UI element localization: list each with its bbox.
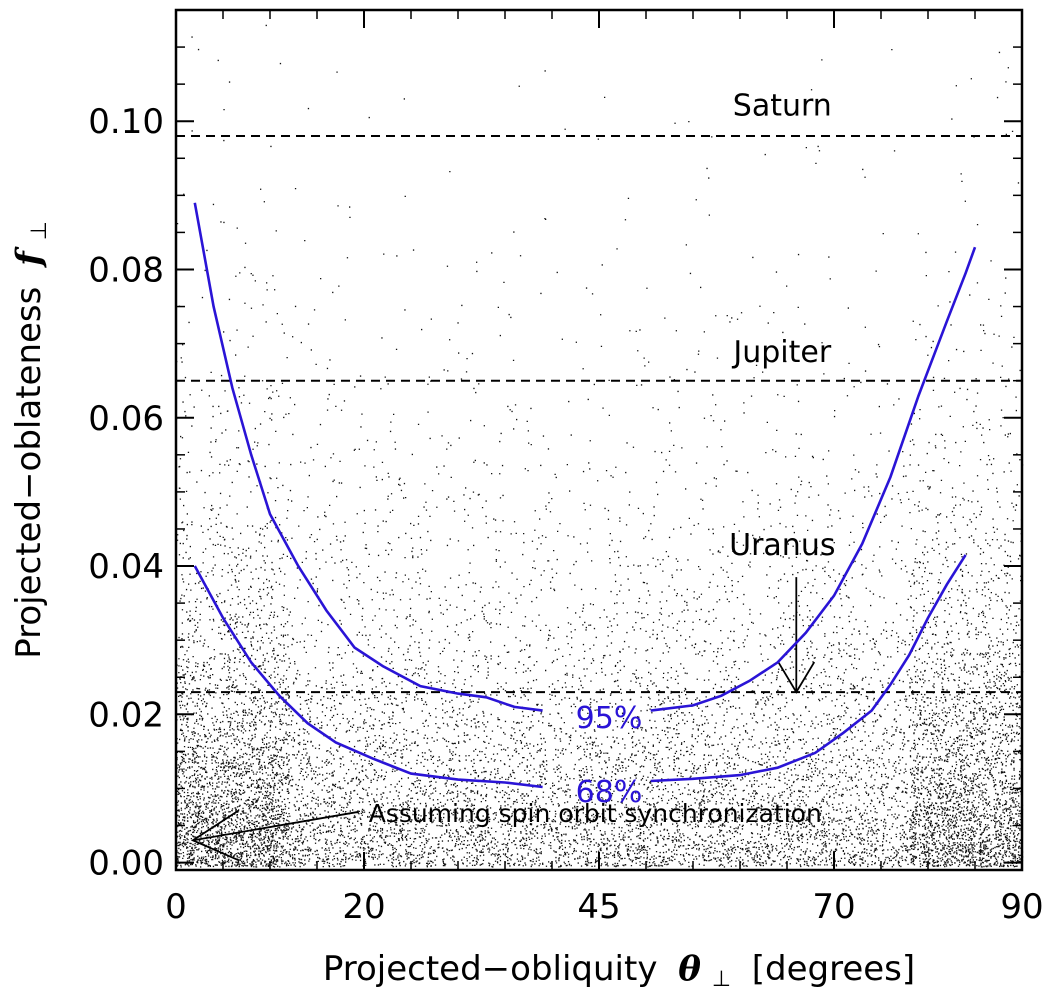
reference-lines: Saturn Jupiter Uranus (176, 88, 1022, 694)
x-tick-label: 90 (1000, 887, 1043, 927)
annotations: Assuming spin orbit synchronization (190, 799, 822, 862)
y-tick-label: 0.04 (88, 547, 164, 587)
y-tick-label: 0.02 (88, 695, 164, 735)
contour-68pct-seg-1 (650, 554, 967, 783)
contour-68pct-seg-0 (193, 565, 543, 789)
annotation-arrow-head (190, 809, 240, 862)
annotation-text: Assuming spin orbit synchronization (369, 799, 822, 828)
x-axis-title: Projected−obliquity θ ⊥ [degrees] (323, 949, 915, 992)
x-tick-label: 45 (577, 887, 620, 927)
y-tick-label: 0.06 (88, 399, 164, 439)
x-tick-label: 70 (812, 887, 855, 927)
y-axis-title: Projected−oblateness f ⊥ (9, 221, 52, 659)
axis-ticks: 0 20 45 70 90 0.00 0.02 0.04 0.06 0.08 0.10 (88, 10, 1044, 927)
scatter-points (176, 24, 1024, 868)
y-tick-label: 0.08 (88, 250, 164, 290)
uranus-arrow-head (777, 661, 816, 694)
ref-label-jupiter: Jupiter (731, 335, 831, 370)
contour-95pct-seg-1 (650, 246, 977, 712)
sample-scatter (176, 24, 1024, 868)
contour-label-68pct: 68% (576, 775, 643, 810)
x-tick-label: 0 (165, 887, 187, 927)
y-tick-label: 0.10 (88, 102, 164, 142)
contour-series: 95% 68% (193, 202, 977, 810)
y-tick-label: 0.00 (88, 844, 164, 884)
annotation-arrow-shaft (192, 810, 359, 842)
contour-label-95pct: 95% (576, 701, 643, 736)
contour-95pct-seg-0 (193, 202, 543, 712)
ref-label-uranus: Uranus (729, 528, 835, 563)
x-tick-label: 20 (342, 887, 385, 927)
ref-label-saturn: Saturn (733, 88, 832, 123)
